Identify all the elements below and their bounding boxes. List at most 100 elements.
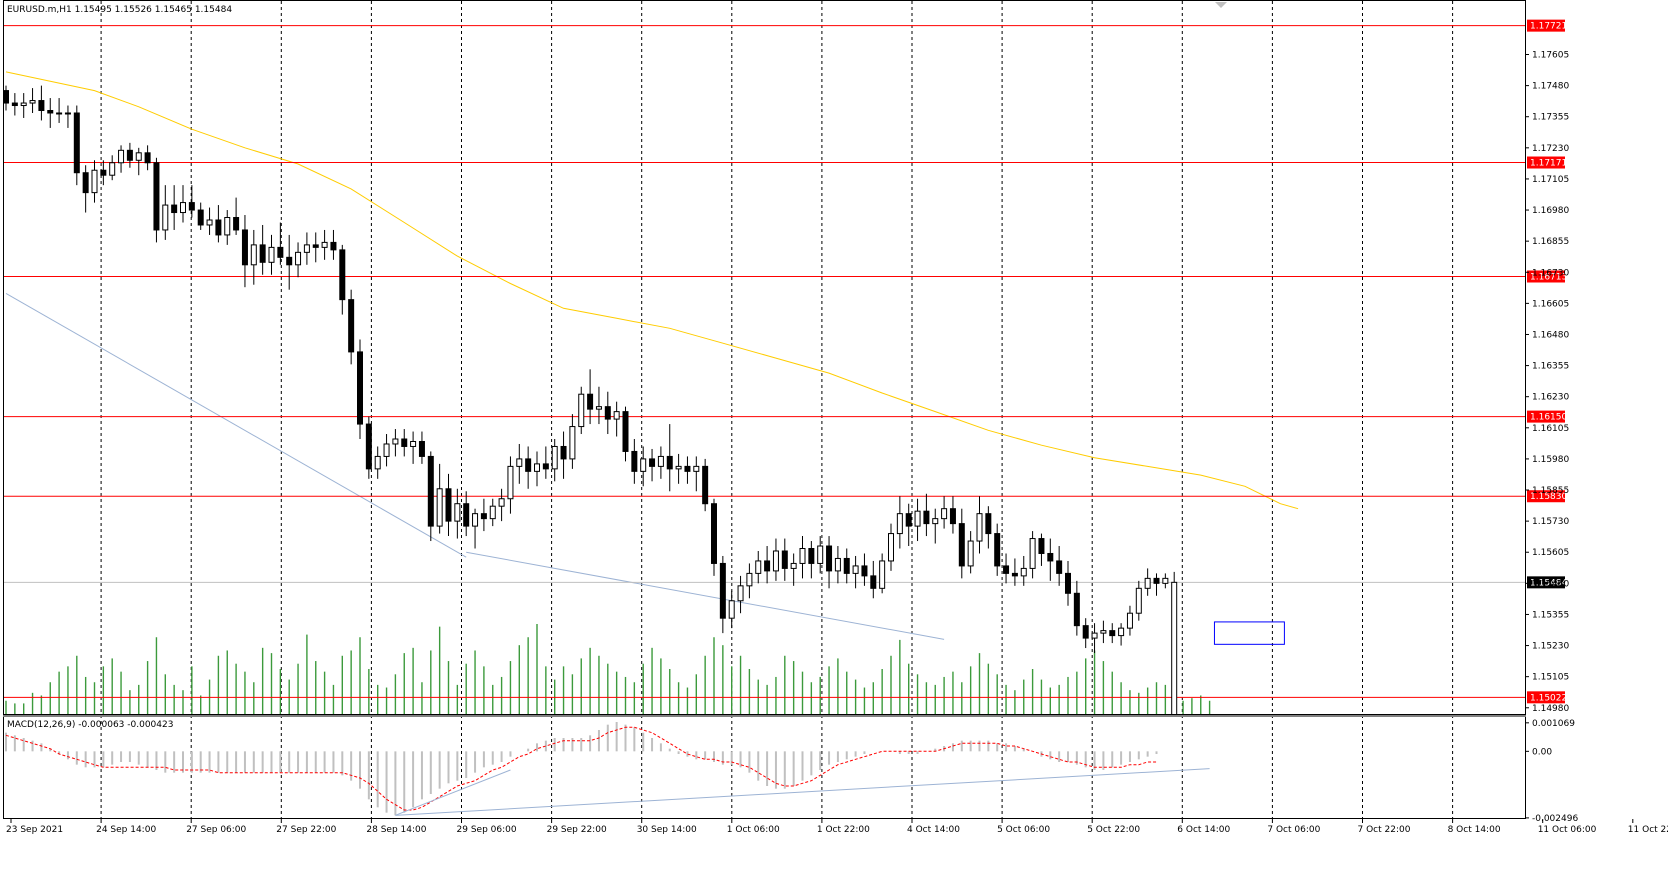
candle-body [772, 550, 779, 572]
candle [206, 207, 213, 235]
candle-body [719, 562, 726, 619]
candle-body [914, 510, 921, 527]
candle-body [303, 244, 310, 253]
candle-body [401, 438, 408, 447]
candle [941, 496, 948, 529]
candle-body [144, 152, 151, 164]
candle-body [861, 565, 868, 577]
candle-body [640, 458, 647, 472]
candle [1020, 555, 1027, 586]
candle-body [799, 548, 806, 564]
price-tick-label: 1.15855 [1532, 486, 1569, 496]
candle [1029, 531, 1036, 579]
candle-body [1135, 587, 1142, 614]
candle [1056, 546, 1063, 586]
candle-body [905, 513, 912, 527]
candle-body [1126, 612, 1133, 629]
candle-body [781, 550, 788, 569]
candle-body [764, 560, 771, 572]
candle-body [445, 488, 452, 522]
candle [135, 147, 142, 176]
macd-trendline [395, 768, 1210, 816]
price-tick-label: 1.17480 [1532, 82, 1569, 92]
candle-body [693, 465, 700, 472]
time-tick-label: 4 Oct 14:00 [907, 825, 960, 835]
candle [843, 548, 850, 584]
candle [330, 229, 337, 260]
candle [737, 575, 744, 614]
price-tick-label: 1.15355 [1532, 610, 1569, 620]
trendline [5, 292, 467, 558]
candle [905, 503, 912, 547]
candle [118, 145, 125, 173]
candle [764, 546, 771, 584]
candle-body [91, 169, 98, 194]
candle [1109, 623, 1116, 644]
overlay-layer [1213, 621, 1285, 645]
candle [1144, 568, 1151, 596]
time-tick-label: 1 Oct 06:00 [727, 825, 780, 835]
candle-body [206, 219, 213, 226]
candle [604, 391, 611, 435]
candle-body [374, 455, 381, 470]
candle-body [649, 458, 656, 467]
price-tick-label: 1.15105 [1532, 673, 1569, 683]
candle [259, 224, 266, 275]
candle [534, 451, 540, 487]
candle [1065, 560, 1071, 606]
candle [489, 498, 496, 527]
candle [746, 563, 753, 599]
candle [277, 222, 284, 265]
candle-body [29, 100, 36, 104]
candle-body [20, 102, 27, 107]
candle-body [888, 533, 894, 562]
macd-signal-line [5, 726, 1157, 811]
candle-body [348, 299, 355, 353]
level-price-tag [1527, 410, 1565, 423]
candle-body [1162, 577, 1169, 584]
candle-body [339, 249, 346, 301]
candle [719, 555, 726, 634]
candle-body [1073, 592, 1080, 627]
candle [587, 369, 594, 425]
candle [20, 93, 27, 118]
candle-body [587, 393, 594, 410]
candle [91, 160, 98, 203]
candle [958, 508, 965, 579]
candle [410, 431, 417, 464]
candle [472, 508, 479, 549]
time-tick-label: 11 Oct 06:00 [1538, 825, 1597, 835]
candle-body [958, 523, 965, 567]
candle [507, 456, 514, 514]
candle-body [1153, 577, 1160, 584]
candle [790, 553, 797, 586]
candle [817, 536, 824, 574]
candle-body [755, 560, 762, 574]
time-tick-label: 1 Oct 22:00 [817, 825, 870, 835]
candle [799, 536, 806, 579]
level-price-label: 1.17171 [1530, 159, 1567, 169]
candle-body [967, 540, 974, 567]
price-tick-label: 1.17230 [1532, 144, 1569, 154]
candle-body [73, 112, 80, 174]
candle [711, 498, 717, 576]
candle-body [711, 503, 717, 564]
candle-body [153, 162, 160, 231]
candle [1011, 558, 1018, 586]
time-tick-label: 23 Sep 2021 [6, 825, 63, 835]
moving-average-layer [5, 71, 1299, 510]
time-tick-label: 7 Oct 22:00 [1358, 825, 1411, 835]
scroll-shift-marker-icon[interactable] [1215, 2, 1227, 8]
candle [348, 289, 355, 365]
time-tick-label: 7 Oct 06:00 [1267, 825, 1320, 835]
level-price-tag [1527, 490, 1565, 503]
candle [82, 165, 89, 213]
candle [197, 202, 204, 230]
candle [56, 98, 63, 123]
candle [649, 448, 656, 482]
candle [578, 386, 585, 435]
pane-splitter[interactable] [3, 715, 1526, 717]
time-tick-label: 29 Sep 22:00 [547, 825, 607, 835]
level-price-label: 1.16713 [1530, 272, 1567, 282]
